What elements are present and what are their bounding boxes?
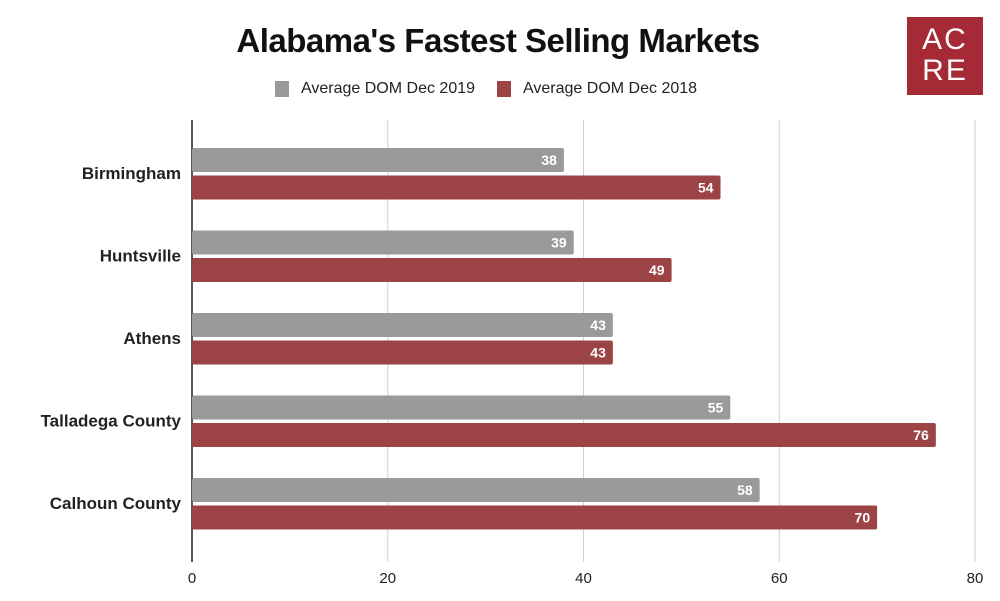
logo-line1: AC	[922, 23, 968, 56]
x-tick-label: 40	[575, 570, 592, 587]
legend-item-2018: Average DOM Dec 2018	[497, 80, 697, 98]
data-label: 39	[551, 235, 567, 251]
data-label: 54	[698, 180, 714, 196]
x-tick-label: 0	[188, 570, 196, 587]
bar-2019	[192, 148, 564, 172]
bar-2019	[192, 395, 731, 420]
data-label: 38	[541, 152, 557, 168]
bar-2019	[192, 478, 760, 502]
legend-swatch-2018	[497, 81, 512, 97]
data-label: 70	[855, 510, 871, 526]
bar-2019	[192, 313, 613, 337]
x-tick-label: 60	[771, 570, 788, 587]
bar-2018	[192, 258, 672, 282]
data-label: 43	[590, 345, 606, 361]
data-label: 76	[913, 427, 929, 443]
logo-line2: RE	[922, 54, 968, 87]
acre-logo: AC RE	[907, 17, 983, 95]
data-label: 49	[649, 262, 665, 278]
legend-item-2019: Average DOM Dec 2019	[275, 80, 475, 98]
bar-2018	[192, 505, 878, 530]
x-tick-label: 20	[379, 570, 396, 587]
category-label: Talladega County	[41, 412, 182, 431]
legend-label-2019: Average DOM Dec 2019	[301, 80, 476, 97]
legend-swatch-2019	[275, 81, 289, 97]
category-label: Birmingham	[82, 164, 181, 183]
data-label: 55	[708, 400, 724, 416]
category-label: Athens	[123, 329, 181, 348]
bar-2018	[192, 340, 613, 365]
bar-2019	[192, 230, 574, 255]
chart-title: Alabama's Fastest Selling Markets	[0, 22, 1000, 60]
bar-2018	[192, 423, 936, 447]
x-tick-label: 80	[967, 570, 984, 587]
legend-label-2018: Average DOM Dec 2018	[523, 80, 698, 97]
category-label: Calhoun County	[50, 494, 182, 513]
chart-title-text: Alabama's Fastest Selling Markets	[236, 22, 760, 59]
bar-2018	[192, 175, 721, 200]
data-label: 43	[590, 317, 606, 333]
category-label: Huntsville	[100, 247, 181, 266]
legend: Average DOM Dec 2019 Average DOM Dec 201…	[275, 80, 719, 98]
data-label: 58	[737, 482, 753, 498]
